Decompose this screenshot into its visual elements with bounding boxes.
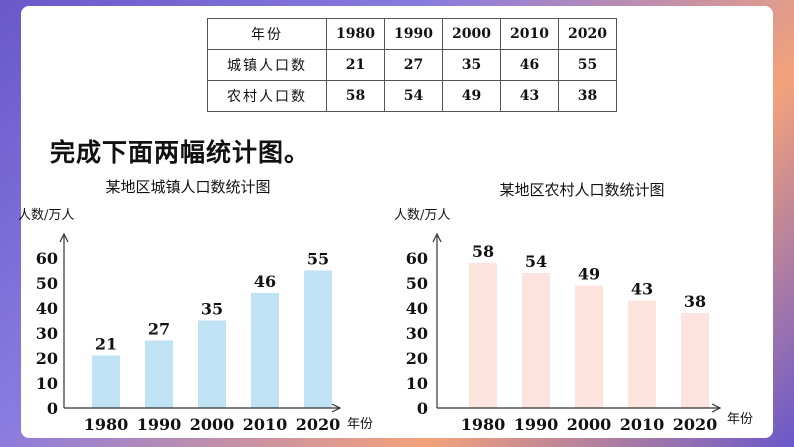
y-tick-label: 0 [47, 399, 58, 418]
bar-1980 [469, 263, 497, 408]
table-cell: 58 [326, 80, 385, 112]
chart-title: 某地区农村人口数统计图 [499, 181, 664, 199]
y-axis-arrow [59, 232, 69, 243]
y-axis-arrow [432, 232, 442, 243]
table-row-label: 农村人口数 [207, 80, 327, 112]
bar-value-label: 46 [254, 272, 276, 291]
table-cell: 49 [442, 80, 501, 112]
table-row-label: 城镇人口数 [207, 49, 327, 81]
y-tick-label: 10 [406, 374, 428, 393]
bar-2020 [304, 270, 332, 408]
table-header-label: 年份 [207, 18, 327, 50]
x-tick-label: 2020 [673, 415, 718, 434]
table-cell: 54 [384, 80, 443, 112]
y-tick-label: 40 [406, 299, 428, 318]
y-tick-label: 50 [36, 274, 58, 293]
table-cell: 21 [326, 49, 385, 81]
y-tick-label: 60 [406, 249, 428, 268]
table-year-cell: 1990 [384, 18, 443, 50]
x-axis-label: 年份 [347, 417, 373, 432]
x-tick-label: 2000 [190, 415, 235, 434]
chart-title: 某地区城镇人口数统计图 [105, 178, 270, 196]
bar-value-label: 35 [201, 300, 223, 319]
bar-value-label: 54 [525, 252, 547, 271]
x-tick-label: 1980 [84, 415, 129, 434]
y-tick-label: 30 [406, 324, 428, 343]
x-axis-label: 年份 [727, 412, 753, 427]
x-tick-label: 1980 [461, 415, 506, 434]
table-header-row: 年份 1980 1990 2000 2010 2020 [207, 18, 617, 50]
bar-2010 [628, 300, 656, 408]
y-tick-label: 60 [36, 249, 58, 268]
bar-1980 [92, 355, 120, 408]
table-cell: 46 [500, 49, 559, 81]
bar-2010 [251, 293, 279, 408]
table-cell: 27 [384, 49, 443, 81]
y-tick-label: 20 [36, 349, 58, 368]
population-table: 年份 1980 1990 2000 2010 2020 城镇人口数 21 27 … [207, 18, 617, 112]
x-axis-arrow [711, 403, 722, 413]
x-tick-label: 2010 [620, 415, 665, 434]
y-tick-label: 30 [36, 324, 58, 343]
bar-value-label: 27 [148, 320, 170, 339]
bar-value-label: 21 [95, 335, 117, 354]
bar-2020 [681, 313, 709, 408]
x-tick-label: 2010 [243, 415, 288, 434]
bar-value-label: 55 [307, 250, 329, 269]
table-cell: 55 [558, 49, 617, 81]
x-axis-arrow [331, 403, 342, 413]
bar-value-label: 49 [578, 265, 600, 284]
bar-1990 [522, 273, 550, 408]
y-tick-label: 20 [406, 349, 428, 368]
x-tick-label: 2020 [296, 415, 341, 434]
table-cell: 38 [558, 80, 617, 112]
bar-value-label: 58 [472, 242, 494, 261]
y-tick-label: 10 [36, 374, 58, 393]
table-year-cell: 2020 [558, 18, 617, 50]
table-cell: 43 [500, 80, 559, 112]
bar-value-label: 43 [631, 280, 653, 299]
instruction-text: 完成下面两幅统计图。 [50, 138, 311, 167]
bar-1990 [145, 340, 173, 408]
x-tick-label: 1990 [137, 415, 182, 434]
table-row-urban: 城镇人口数 21 27 35 46 55 [207, 49, 617, 81]
bar-2000 [575, 285, 603, 408]
y-tick-label: 50 [406, 274, 428, 293]
table-row-rural: 农村人口数 58 54 49 43 38 [207, 80, 617, 112]
y-tick-label: 0 [417, 399, 428, 418]
x-tick-label: 2000 [567, 415, 612, 434]
x-tick-label: 1990 [514, 415, 559, 434]
y-axis-label: 人数/万人 [394, 208, 450, 223]
y-tick-label: 40 [36, 299, 58, 318]
y-axis-label: 人数/万人 [18, 208, 74, 223]
bar-2000 [198, 320, 226, 408]
bar-value-label: 38 [684, 292, 706, 311]
